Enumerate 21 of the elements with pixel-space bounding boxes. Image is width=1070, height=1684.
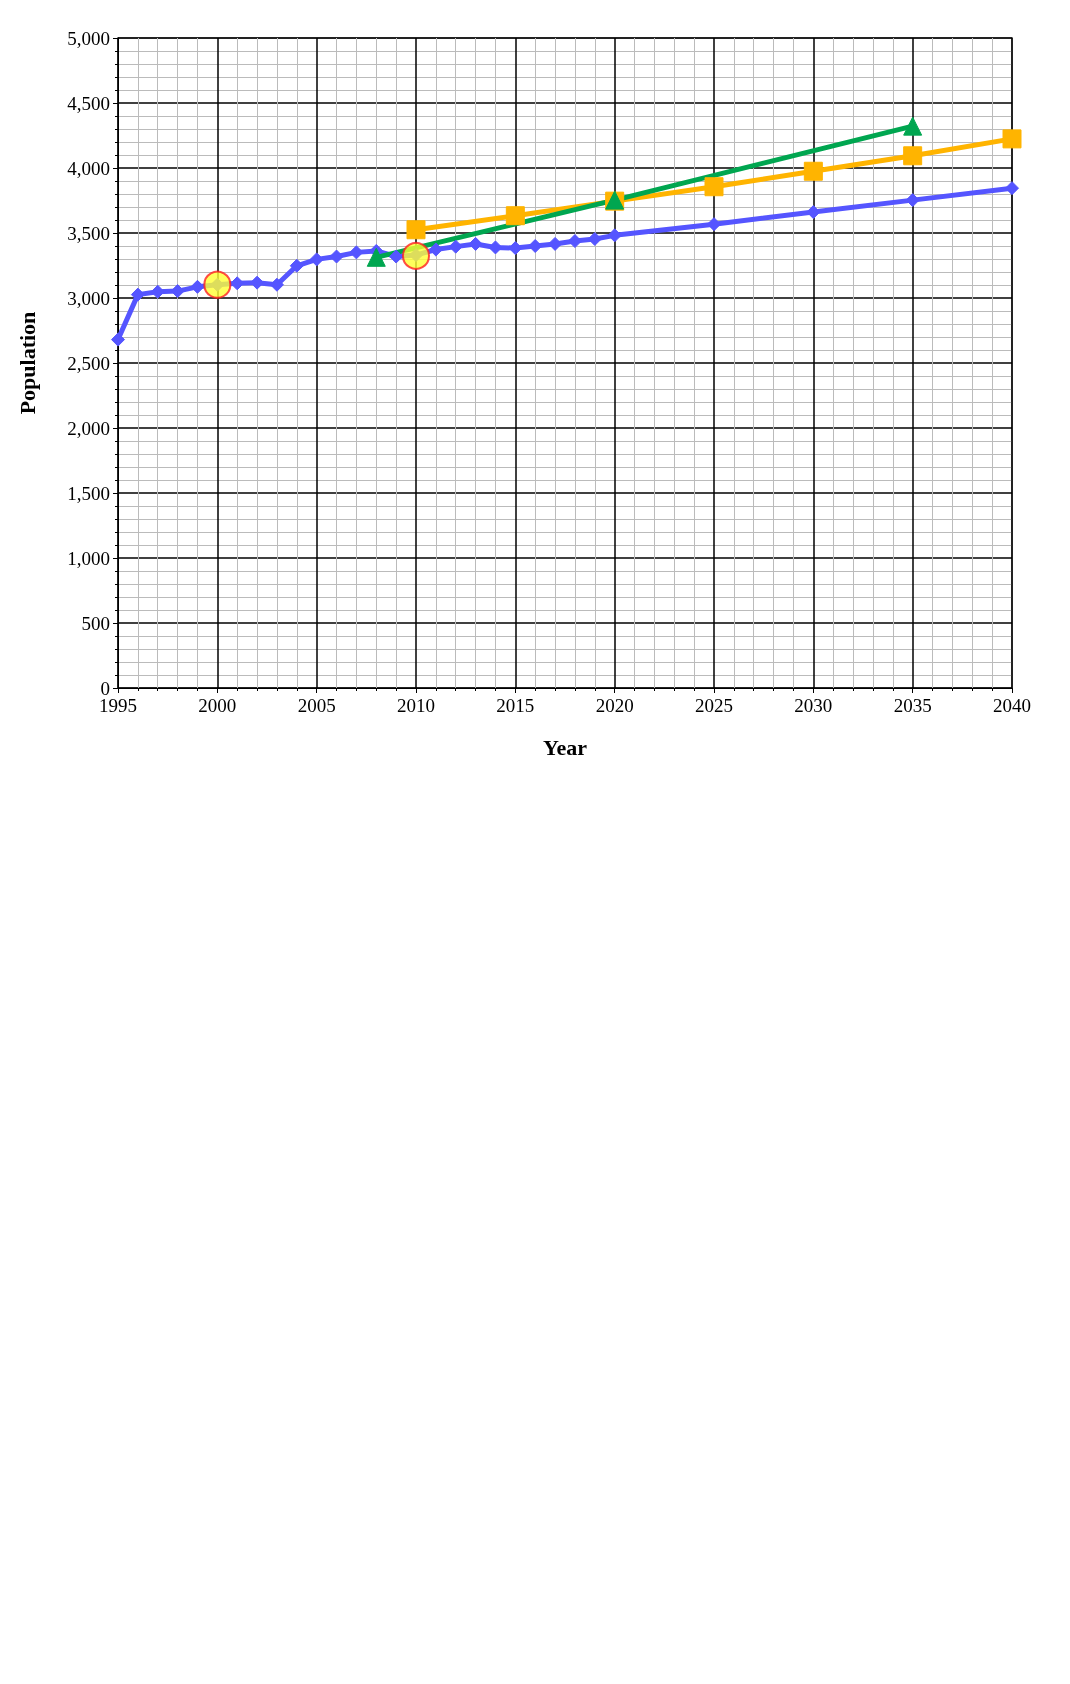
y-tick-label: 4,500 bbox=[67, 92, 110, 114]
x-tick-label: 2015 bbox=[496, 695, 535, 716]
x-tick-label: 2030 bbox=[794, 695, 833, 716]
y-tick-label: 3,500 bbox=[67, 222, 110, 244]
x-tick-label: 2035 bbox=[893, 695, 932, 716]
x-tick-label: 2020 bbox=[595, 695, 634, 716]
y-tick-label: 3,000 bbox=[67, 287, 110, 309]
x-tick-label: 2005 bbox=[297, 695, 336, 716]
y-tick-label: 5,000 bbox=[67, 27, 110, 49]
x-tick-label: 2000 bbox=[198, 695, 237, 716]
x-tick-label: 2010 bbox=[397, 695, 435, 716]
x-tick-label: 2040 bbox=[993, 695, 1031, 716]
y-axis-title: Population bbox=[14, 311, 40, 415]
x-axis-title: Year bbox=[543, 734, 588, 760]
y-tick-label: 2,000 bbox=[67, 417, 110, 439]
y-tick-label: 1,500 bbox=[67, 482, 110, 504]
y-tick-label: 500 bbox=[81, 612, 110, 634]
x-tick-label: 2025 bbox=[695, 695, 733, 716]
y-tick-label: 1,000 bbox=[67, 547, 110, 569]
y-tick-label: 2,500 bbox=[67, 352, 110, 374]
y-tick-label: 4,000 bbox=[67, 157, 110, 179]
